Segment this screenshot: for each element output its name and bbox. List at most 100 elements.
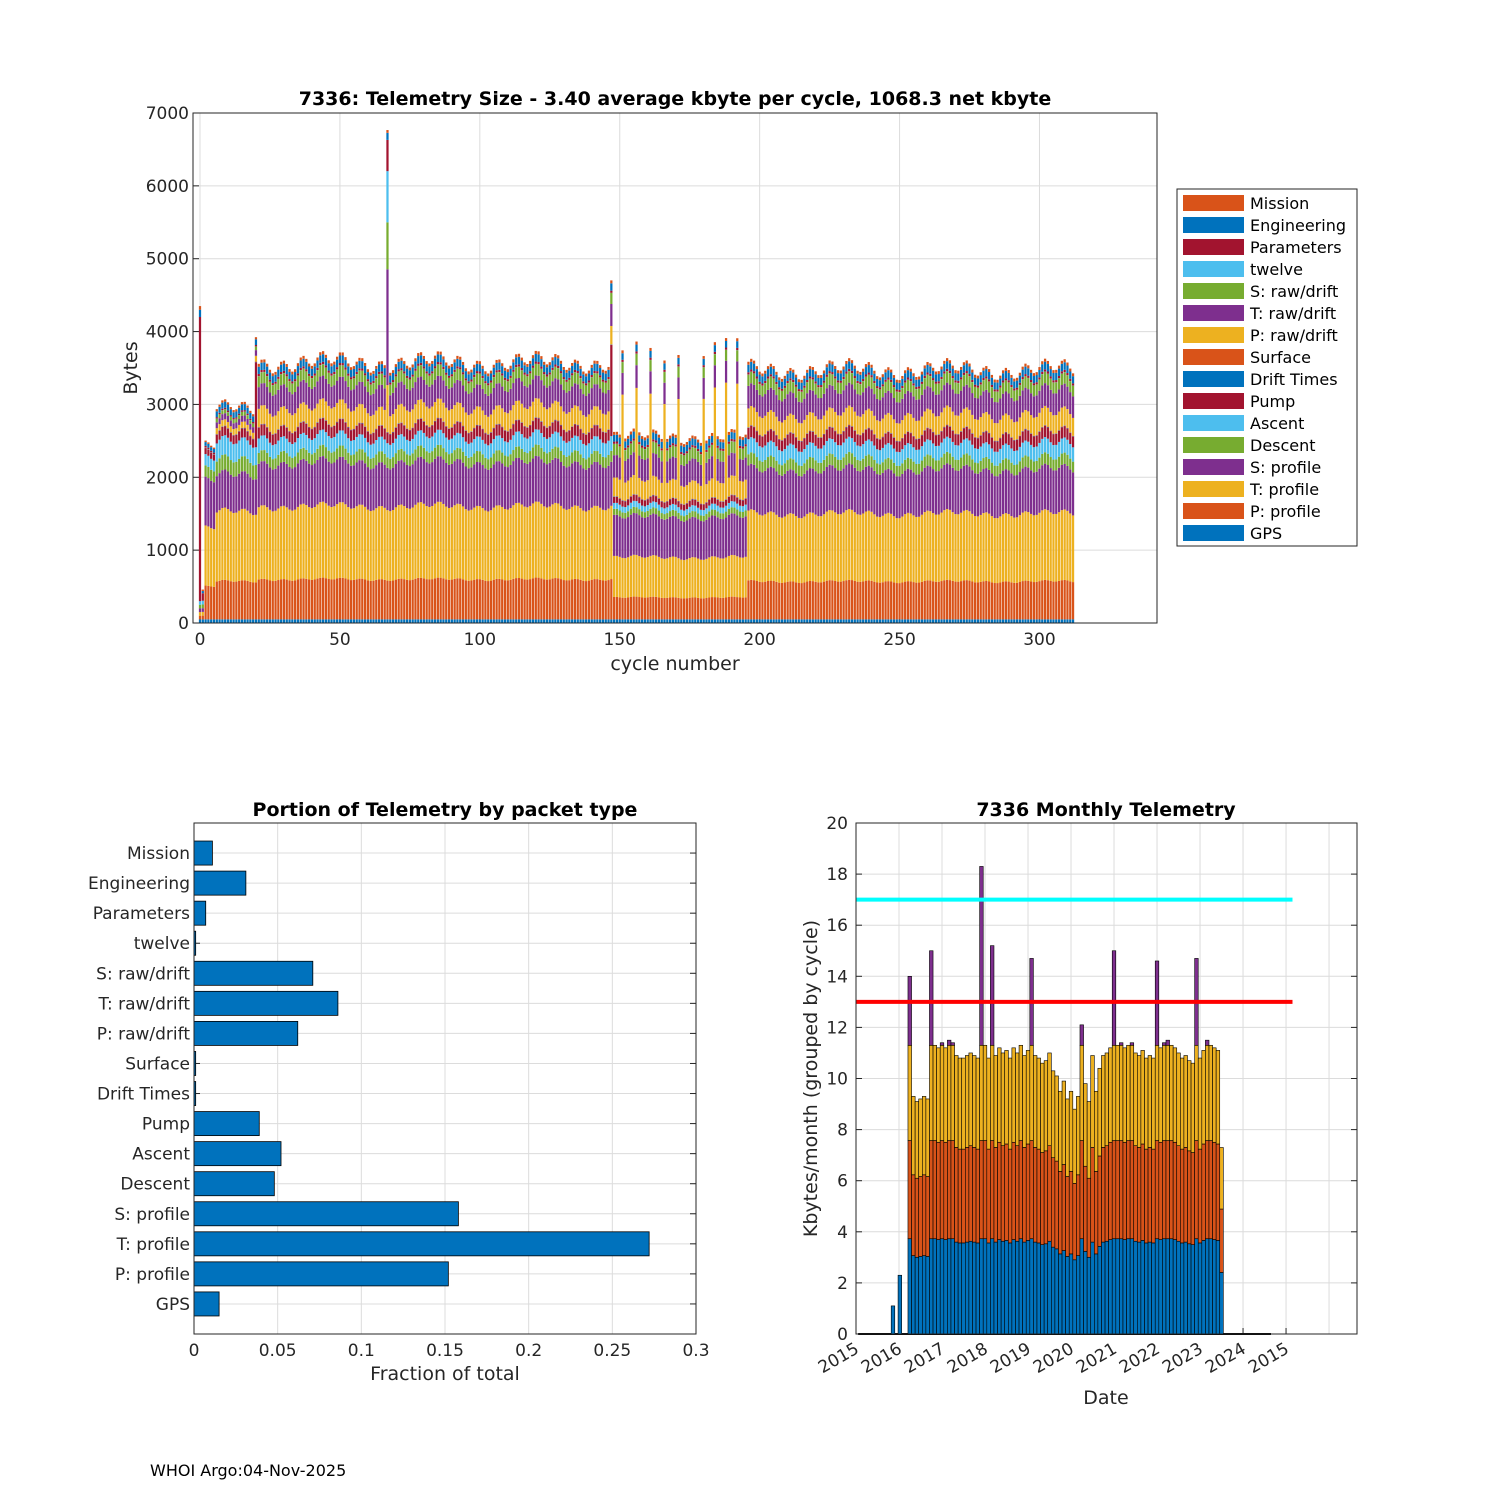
- bar-segment-parameters: [537, 361, 540, 365]
- bar-segment-mission: [565, 369, 568, 373]
- bar-segment-mission: [811, 367, 814, 370]
- bar-segment-p-profile: [766, 580, 770, 620]
- bar-segment-descent: [207, 466, 210, 479]
- bar-segment-p-raw-drift: [948, 407, 952, 427]
- bar-segment-ascent: [431, 436, 434, 452]
- bar-segment-p-raw-drift: [294, 413, 297, 431]
- bar-segment-gps: [411, 619, 414, 623]
- bar-segment-gps: [207, 619, 210, 623]
- bar-segment-p-raw-drift: [557, 401, 560, 421]
- bar-segment-ascent: [394, 438, 397, 454]
- bar-segment-parameters: [954, 380, 957, 383]
- cycle-bar: [834, 366, 837, 623]
- bar-segment-parameters: [369, 382, 372, 385]
- bar-segment-pump: [599, 428, 602, 440]
- bar-segment-s-profile: [341, 456, 344, 503]
- bar-segment-t-raw-drift: [710, 456, 714, 479]
- bar-segment-mission: [688, 438, 691, 442]
- bar-segment-t-profile: [627, 557, 630, 598]
- bar-segment-s-raw-drift: [484, 383, 487, 394]
- bar-segment-pump: [607, 429, 610, 441]
- bar-segment-gps: [296, 619, 300, 623]
- bar-segment-s-raw-drift: [909, 381, 912, 393]
- bar-segment-p-raw-drift: [629, 477, 633, 496]
- bar-segment-p-profile: [951, 580, 954, 620]
- bar-segment-engineering: [389, 375, 392, 383]
- bar-segment-pump: [912, 436, 915, 448]
- bar-segment-t-profile: [982, 513, 985, 582]
- bar-segment-descent: [780, 465, 784, 476]
- bar-segment-engineering: [282, 363, 286, 371]
- bar-segment-engineering: [226, 404, 230, 411]
- bar-segment-engineering: [419, 355, 423, 363]
- bar-segment-pump: [344, 422, 347, 434]
- bar-segment-gps: [747, 619, 750, 623]
- bar-segment-t-raw-drift: [375, 389, 378, 411]
- bar-segment-p-profile: [515, 578, 518, 620]
- bar-segment-engineering: [439, 354, 442, 363]
- bar-segment-mission: [240, 402, 244, 405]
- bar-segment-p-profile: [266, 579, 269, 620]
- bar-segment-engineering: [467, 374, 470, 382]
- bar-segment-pump: [968, 429, 971, 441]
- bar-segment-mission: [210, 445, 213, 448]
- bar-segment-s-raw-drift: [982, 380, 985, 392]
- bar-segment-p-profile: [800, 583, 803, 620]
- bar-segment-p-profile: [741, 597, 744, 620]
- bar-segment-t-profile: [375, 508, 378, 580]
- bar-segment-s-profile: [503, 466, 507, 509]
- bar-segment-gps: [685, 619, 689, 623]
- bar-segment-s-raw-drift: [470, 381, 473, 393]
- bar-segment-mission: [517, 353, 521, 357]
- bar-segment-s-profile: [380, 462, 384, 507]
- bar-segment-ascent: [344, 433, 347, 449]
- cycle-bar: [321, 351, 325, 623]
- bar-segment-parameters: [414, 368, 417, 371]
- bar-segment-p-raw-drift: [878, 421, 882, 439]
- bar-segment-p-raw-drift: [386, 385, 389, 432]
- bar-segment-t-profile: [755, 512, 758, 581]
- bar-segment-s-raw-drift: [660, 450, 663, 462]
- bar-segment-s-profile: [836, 470, 840, 515]
- bar-segment-s-raw-drift: [218, 414, 221, 419]
- bar-segment-p-raw-drift: [363, 408, 367, 427]
- cycle-bar: [736, 338, 739, 623]
- bar-segment-descent: [713, 509, 716, 516]
- bar-segment-engineering: [680, 445, 683, 452]
- bar-segment-mission: [800, 379, 803, 383]
- bar-segment-t-raw-drift: [1001, 393, 1005, 416]
- cycle-bar: [638, 432, 641, 623]
- bar-segment-parameters: [996, 389, 999, 392]
- bar-segment-p-profile: [238, 580, 241, 620]
- bar-segment-parameters: [741, 446, 744, 449]
- bar-segment-t-raw-drift: [946, 382, 949, 406]
- bar-segment-pump: [884, 433, 887, 445]
- bar-segment-descent: [937, 460, 940, 472]
- bar-segment-ascent: [280, 437, 283, 452]
- cycle-bar: [682, 444, 686, 623]
- bar-segment-mission: [982, 367, 985, 371]
- bar-segment-t-profile: [557, 503, 560, 579]
- bar-segment-s-raw-drift: [229, 416, 232, 421]
- bar-segment-ascent: [940, 442, 943, 458]
- bar-segment-p-profile: [571, 579, 574, 620]
- bar-segment-engineering: [780, 381, 784, 389]
- bar-segment-p-raw-drift: [663, 404, 666, 502]
- bar-segment-p-profile: [638, 597, 641, 620]
- bar-segment-p-raw-drift: [246, 424, 249, 431]
- bar-segment-pump: [733, 495, 736, 502]
- bar-segment-p-profile: [965, 580, 968, 620]
- cycle-bar: [391, 370, 395, 623]
- bar-segment-engineering: [641, 439, 644, 446]
- bar-segment-pump: [414, 423, 417, 435]
- bar-segment-p-raw-drift: [590, 409, 593, 428]
- bar-segment-parameters: [604, 380, 607, 383]
- bar-segment-t-raw-drift: [459, 380, 462, 403]
- bar-segment-mission: [987, 369, 991, 372]
- bar-segment-s-profile: [229, 474, 232, 512]
- bar-segment-s-profile: [797, 475, 800, 518]
- bar-segment-s-raw-drift: [702, 367, 705, 378]
- cycle-bar: [738, 436, 742, 623]
- bar-segment-t-raw-drift: [960, 390, 963, 413]
- bar-segment-s-profile: [778, 474, 781, 518]
